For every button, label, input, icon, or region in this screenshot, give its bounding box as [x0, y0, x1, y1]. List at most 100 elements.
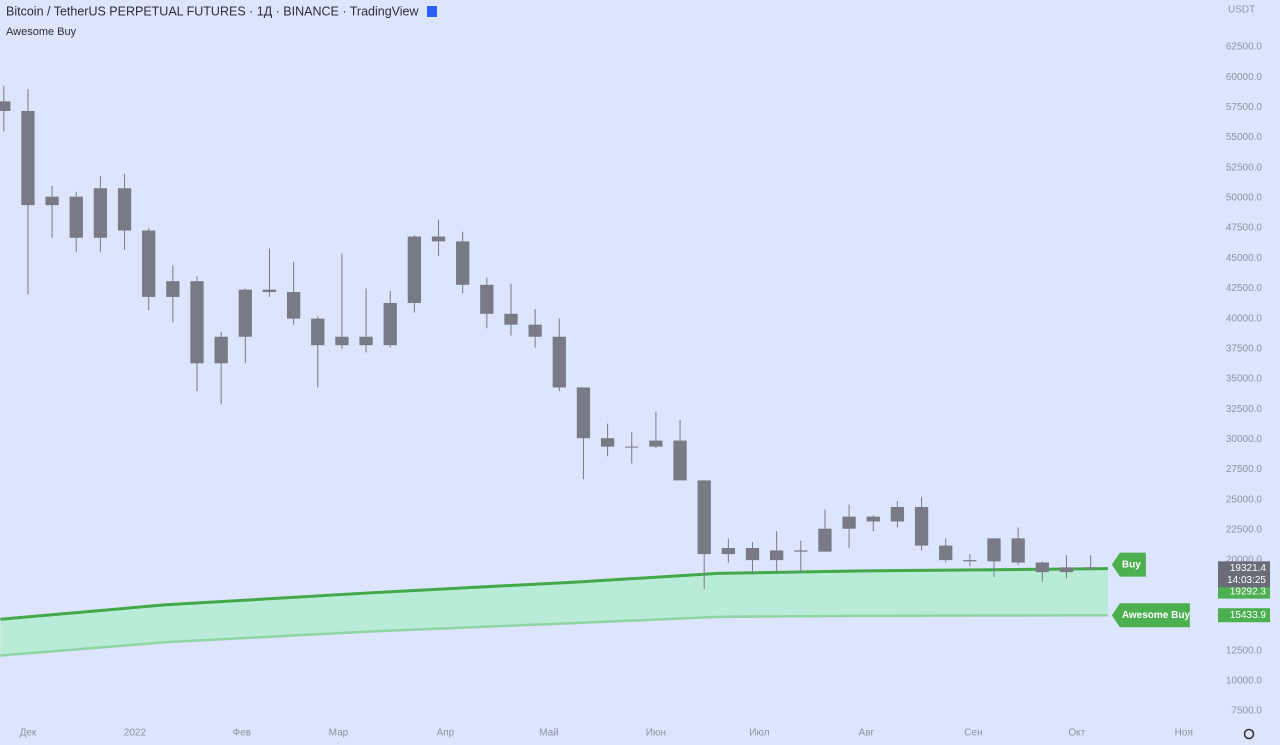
candle-body: [528, 324, 542, 337]
x-tick-label: 2022: [124, 728, 147, 739]
price-label-box: [1218, 608, 1270, 623]
candle-body: [576, 387, 591, 439]
candle-body: [794, 550, 808, 552]
candle-body: [214, 336, 228, 364]
candle-body: [890, 506, 905, 522]
y-tick-label: 35000.0: [1226, 374, 1263, 385]
tag-box: [1111, 603, 1190, 628]
x-tick-label: Июн: [646, 728, 666, 739]
indicator-name: Awesome Buy: [6, 26, 77, 38]
x-tick-label: Ноя: [1175, 728, 1193, 739]
candle-body: [866, 516, 880, 522]
candle-body: [431, 236, 446, 242]
x-tick-label: Авг: [859, 728, 875, 739]
x-tick-label: Май: [539, 728, 559, 739]
y-tick-label: 57500.0: [1226, 102, 1263, 113]
x-tick-label: Фев: [233, 728, 251, 739]
y-tick-label: 10000.0: [1226, 675, 1263, 686]
y-tick-label: 47500.0: [1226, 223, 1263, 234]
candle-body: [1011, 538, 1025, 563]
candle-body: [721, 548, 735, 555]
candle-body: [1059, 567, 1074, 573]
x-tick-label: Апр: [437, 728, 455, 739]
candle-body: [166, 281, 180, 297]
candle-body: [1083, 567, 1098, 569]
y-tick-label: 62500.0: [1226, 42, 1263, 53]
flag-icon: [427, 6, 437, 17]
y-tick-label: 52500.0: [1226, 162, 1263, 173]
candle-body: [286, 292, 301, 319]
y-tick-label: 12500.0: [1226, 645, 1263, 656]
price-label-box: [1218, 584, 1270, 599]
y-tick-label: 20000.0: [1226, 555, 1263, 566]
x-tick-label: Дек: [20, 728, 37, 739]
settings-icon[interactable]: [1243, 728, 1255, 740]
candle-body: [0, 101, 11, 111]
currency-label[interactable]: USDT: [1228, 5, 1255, 16]
candle-body: [238, 289, 252, 337]
candle-body: [383, 302, 397, 346]
price-label: 19292.3: [1230, 586, 1267, 597]
candle-body: [600, 438, 615, 447]
candle-body: [45, 196, 59, 206]
candle-body: [552, 336, 566, 388]
candle-body: [818, 528, 832, 552]
candle-body: [963, 560, 977, 562]
candle-body: [939, 545, 953, 561]
candle-body: [359, 336, 373, 346]
line: [0, 613, 1108, 657]
y-tick-label: 40000.0: [1226, 313, 1263, 324]
x-tick-label: Окт: [1068, 728, 1085, 739]
candle-body: [69, 196, 83, 238]
candle-body: [142, 230, 156, 297]
y-tick-label: 7500.0: [1231, 706, 1262, 717]
line: [0, 567, 1108, 621]
tag-box: [1111, 552, 1146, 577]
y-tick-label: 55000.0: [1226, 132, 1263, 143]
candle-body: [190, 281, 204, 364]
candle-body: [625, 446, 639, 448]
candle-body: [1035, 562, 1049, 573]
candle-body: [456, 241, 470, 285]
y-tick-label: 30000.0: [1226, 434, 1263, 445]
candle-body: [21, 110, 35, 206]
tag-label: Buy: [1122, 559, 1141, 570]
candle-body: [649, 440, 663, 447]
candle-body: [770, 550, 784, 561]
x-tick-label: Мар: [329, 728, 349, 739]
band-fill: [0, 568, 1108, 656]
price-label: 15433.9: [1230, 610, 1267, 621]
last-price-box: [1218, 561, 1270, 588]
x-tick-label: Июл: [749, 728, 769, 739]
candle-body: [697, 480, 711, 555]
y-tick-label: 45000.0: [1226, 253, 1263, 264]
y-tick-label: 37500.0: [1226, 343, 1263, 354]
candle-body: [311, 318, 325, 346]
candle-body: [987, 538, 1001, 562]
x-tick-label: Сен: [964, 728, 982, 739]
y-tick-label: 27500.0: [1226, 464, 1263, 475]
candle-body: [262, 289, 277, 293]
y-tick-label: 50000.0: [1226, 193, 1263, 204]
last-price: 19321.4: [1230, 563, 1267, 574]
candle-body: [842, 516, 856, 529]
y-tick-label: 22500.0: [1226, 525, 1263, 536]
candle-body: [745, 548, 760, 561]
y-tick-label: 60000.0: [1226, 72, 1263, 83]
candle-body: [335, 336, 349, 346]
candle-body: [93, 188, 108, 238]
chart-title: Bitcoin / TetherUS PERPETUAL FUTURES · 1…: [6, 4, 419, 18]
y-tick-label: 25000.0: [1226, 494, 1263, 505]
candle-body: [480, 284, 494, 314]
candle-body: [407, 236, 422, 303]
candle-body: [504, 313, 518, 325]
y-tick-label: 32500.0: [1226, 404, 1263, 415]
candle-body: [117, 188, 132, 231]
candle-body: [914, 506, 929, 546]
countdown: 14:03:25: [1227, 575, 1266, 586]
plot: 7500.0 10000.0 12500.0 20000.0 22500.0 25000.…: [0, 42, 1270, 739]
candle-body: [673, 440, 687, 481]
y-tick-label: 42500.0: [1226, 283, 1263, 294]
